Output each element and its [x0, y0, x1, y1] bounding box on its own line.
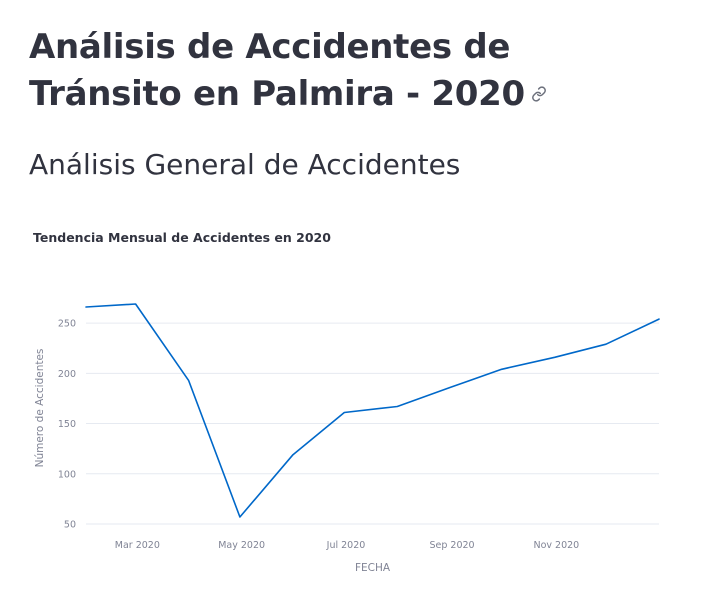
- y-tick-label: 250: [58, 319, 76, 330]
- x-tick-label: Sep 2020: [429, 540, 474, 551]
- y-tick-label: 200: [58, 369, 76, 380]
- x-axis-title: FECHA: [355, 562, 391, 574]
- data-point: [553, 355, 557, 359]
- data-point: [134, 302, 138, 306]
- page-title: Análisis de Accidentes de Tránsito en Pa…: [29, 24, 669, 118]
- y-tick-label: 150: [58, 419, 76, 430]
- chart-title: Tendencia Mensual de Accidentes en 2020: [33, 230, 331, 245]
- x-tick-label: Mar 2020: [115, 540, 160, 551]
- data-point: [342, 411, 346, 415]
- data-point: [84, 305, 88, 309]
- page-title-text: Análisis de Accidentes de Tránsito en Pa…: [29, 27, 525, 114]
- series-line: [85, 303, 660, 518]
- x-tick-label: Nov 2020: [533, 540, 579, 551]
- data-point: [395, 404, 399, 408]
- data-point: [187, 378, 191, 382]
- data-point: [604, 342, 608, 346]
- data-point: [500, 367, 504, 371]
- y-tick-label: 50: [64, 520, 76, 531]
- y-tick-label: 100: [58, 469, 76, 480]
- data-point: [657, 317, 661, 321]
- link-icon[interactable]: [531, 85, 547, 102]
- x-tick-label: May 2020: [218, 540, 265, 551]
- data-point: [238, 515, 242, 519]
- section-title: Análisis General de Accidentes: [29, 148, 461, 181]
- data-point: [448, 385, 452, 389]
- data-point: [291, 453, 295, 457]
- y-axis-title: Número de Accidentes: [34, 349, 46, 468]
- x-tick-label: Jul 2020: [326, 540, 366, 551]
